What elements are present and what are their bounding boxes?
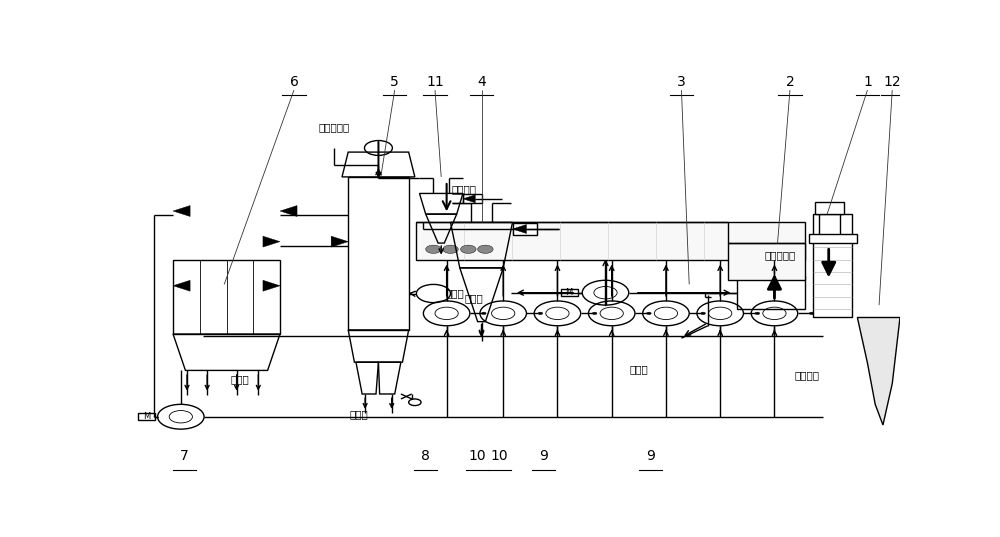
Text: 软化水: 软化水 [445, 288, 464, 297]
Text: 8: 8 [421, 449, 430, 463]
Text: 除尘灰: 除尘灰 [464, 293, 483, 303]
Circle shape [809, 312, 814, 315]
Text: M: M [143, 412, 150, 421]
Text: 4: 4 [477, 75, 486, 89]
Text: 12: 12 [883, 75, 901, 89]
Circle shape [482, 312, 486, 315]
Polygon shape [263, 280, 280, 291]
Bar [416, 222, 805, 259]
Bar [348, 177, 409, 330]
Polygon shape [463, 195, 475, 203]
Text: 高温助燃风: 高温助燃风 [764, 250, 796, 260]
Polygon shape [857, 317, 900, 425]
Text: 3: 3 [677, 75, 686, 89]
Bar [728, 243, 805, 280]
Polygon shape [280, 206, 297, 216]
Bar [512, 223, 537, 235]
Circle shape [755, 312, 760, 315]
Text: 9: 9 [539, 449, 548, 463]
Text: 5: 5 [390, 75, 399, 89]
Bar [813, 214, 852, 317]
Bar [809, 234, 857, 243]
Polygon shape [331, 236, 348, 247]
Text: 2: 2 [786, 75, 794, 89]
Circle shape [538, 312, 543, 315]
Polygon shape [173, 206, 190, 216]
Circle shape [443, 245, 458, 253]
Text: 10: 10 [491, 449, 508, 463]
Bar [138, 413, 155, 420]
Text: M: M [565, 288, 573, 297]
Bar [561, 289, 578, 296]
Bar [737, 276, 805, 309]
Circle shape [592, 312, 597, 315]
Text: 9: 9 [646, 449, 655, 463]
Circle shape [478, 245, 493, 253]
Bar [463, 194, 482, 204]
Text: 11: 11 [426, 75, 444, 89]
Polygon shape [512, 224, 526, 234]
Polygon shape [173, 280, 190, 291]
Text: 高温物料: 高温物料 [794, 371, 820, 380]
Text: 10: 10 [469, 449, 486, 463]
Text: 至蒸汽管网: 至蒸汽管网 [319, 122, 350, 132]
Circle shape [461, 245, 476, 253]
Text: 7: 7 [180, 449, 189, 463]
Text: 除尘灰: 除尘灰 [230, 374, 249, 384]
Bar [815, 202, 844, 214]
Polygon shape [263, 236, 280, 247]
Text: 6: 6 [290, 75, 298, 89]
Text: 1: 1 [863, 75, 872, 89]
Bar [173, 260, 280, 334]
Circle shape [426, 245, 441, 253]
Text: 天然气: 天然气 [629, 365, 648, 375]
Circle shape [701, 312, 705, 315]
Text: 除尘灰: 除尘灰 [350, 409, 368, 419]
Text: 冷却物料: 冷却物料 [452, 184, 477, 194]
Circle shape [647, 312, 651, 315]
